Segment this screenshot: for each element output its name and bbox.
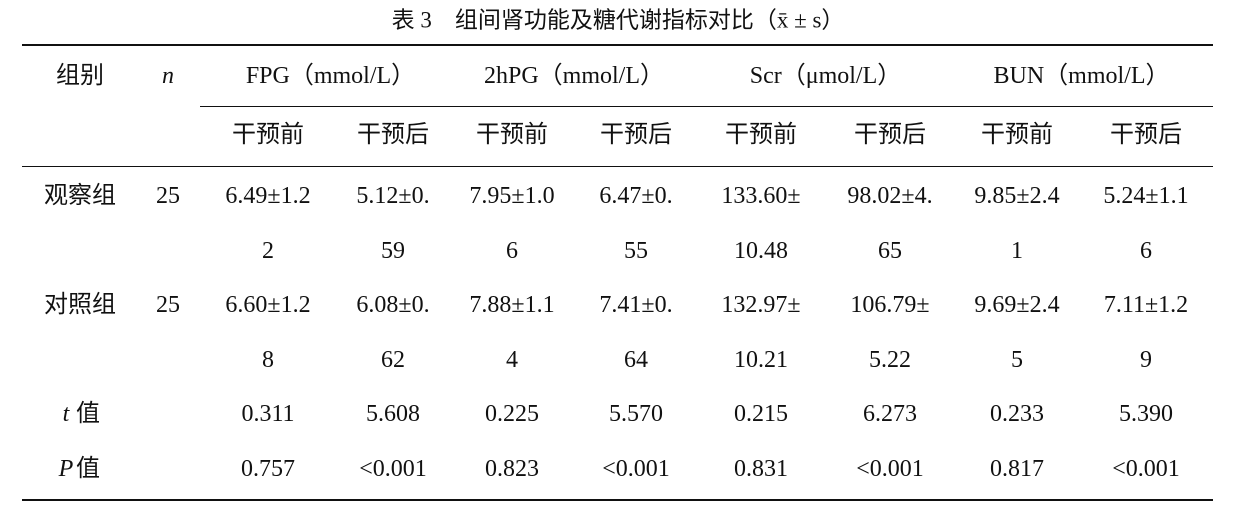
bottom-rule bbox=[22, 499, 1213, 501]
cell: 62 bbox=[381, 346, 405, 373]
header-cell: BUN（mmol/L） bbox=[993, 63, 1170, 89]
header-cell: FPG（mmol/L） bbox=[245, 63, 416, 89]
subheader-cell: 干预前 bbox=[981, 122, 1053, 148]
cell: 9.69±2.4 bbox=[974, 292, 1060, 318]
cell: 0.831 bbox=[734, 455, 788, 482]
cell: 0.817 bbox=[990, 455, 1044, 482]
cell: 0.215 bbox=[734, 401, 788, 427]
row-symbol: t bbox=[62, 401, 70, 427]
cell: 65 bbox=[878, 237, 902, 264]
header-cell: n bbox=[162, 63, 174, 89]
cell: 0.233 bbox=[990, 401, 1044, 427]
cell: 55 bbox=[624, 237, 648, 264]
cell: 2 bbox=[262, 237, 274, 264]
cell: 0.311 bbox=[241, 401, 295, 427]
subheader-cell: 干预前 bbox=[476, 122, 548, 148]
top-rule bbox=[22, 44, 1213, 46]
cell: 0.823 bbox=[485, 455, 539, 482]
cell: 0.757 bbox=[241, 455, 295, 482]
cell: 9 bbox=[1140, 346, 1152, 373]
cell: 7.95±1.0 bbox=[469, 183, 555, 209]
cell: 6.47±0. bbox=[599, 183, 673, 209]
row-symbol: P bbox=[58, 455, 74, 482]
cell: 133.60± bbox=[721, 183, 801, 209]
cell: 6 bbox=[1140, 237, 1152, 264]
row-label: 值 bbox=[76, 455, 100, 482]
cell: 64 bbox=[624, 346, 648, 373]
row-label: 对照组 bbox=[44, 292, 116, 318]
subheader-cell: 干预后 bbox=[357, 122, 429, 148]
cell: 9.85±2.4 bbox=[974, 183, 1060, 209]
row-n: 25 bbox=[156, 292, 180, 318]
cell: 5.608 bbox=[366, 401, 420, 427]
cell: 98.02±4. bbox=[847, 183, 933, 209]
cell: 6.49±1.2 bbox=[225, 183, 311, 209]
cell: 59 bbox=[381, 237, 405, 264]
cell: 106.79± bbox=[850, 292, 930, 318]
subheader-cell: 干预前 bbox=[232, 122, 304, 148]
header-cell: Scr（μmol/L） bbox=[749, 63, 902, 89]
cell: 4 bbox=[506, 346, 518, 373]
cell: 8 bbox=[262, 346, 274, 373]
cell: 10.48 bbox=[734, 237, 788, 264]
mid-rule bbox=[22, 166, 1213, 167]
cell: 0.225 bbox=[485, 401, 539, 427]
table-title: 表 3 组间肾功能及糖代谢指标对比（x̄ ± s） bbox=[391, 7, 845, 33]
header-rule bbox=[200, 106, 1213, 107]
cell: <0.001 bbox=[602, 455, 670, 482]
cell: 5.12±0. bbox=[356, 183, 430, 209]
cell: 6.08±0. bbox=[356, 292, 430, 318]
cell: 10.21 bbox=[734, 346, 788, 373]
row-n: 25 bbox=[156, 183, 180, 209]
subheader-cell: 干预后 bbox=[600, 122, 672, 148]
cell: 6.60±1.2 bbox=[225, 292, 311, 318]
row-label: 观察组 bbox=[44, 183, 116, 209]
subheader-cell: 干预后 bbox=[1110, 122, 1182, 148]
cell: <0.001 bbox=[1112, 455, 1180, 482]
subheader-cell: 干预前 bbox=[725, 122, 797, 148]
cell: <0.001 bbox=[359, 455, 427, 482]
cell: 1 bbox=[1011, 237, 1023, 264]
cell: 6 bbox=[506, 237, 518, 264]
cell: <0.001 bbox=[856, 455, 924, 482]
cell: 5.570 bbox=[609, 401, 663, 427]
cell: 5.390 bbox=[1119, 401, 1173, 427]
header-cell: 组别 bbox=[56, 63, 104, 89]
cell: 5.22 bbox=[869, 346, 911, 373]
cell: 7.41±0. bbox=[599, 292, 673, 318]
header-cell: 2hPG（mmol/L） bbox=[483, 63, 665, 89]
cell: 5.24±1.1 bbox=[1103, 183, 1189, 209]
cell: 7.11±1.2 bbox=[1103, 292, 1189, 318]
cell: 132.97± bbox=[721, 292, 801, 318]
cell: 5 bbox=[1011, 346, 1023, 373]
row-label: 值 bbox=[76, 401, 100, 427]
subheader-cell: 干预后 bbox=[854, 122, 926, 148]
cell: 6.273 bbox=[863, 401, 917, 427]
cell: 7.88±1.1 bbox=[469, 292, 555, 318]
